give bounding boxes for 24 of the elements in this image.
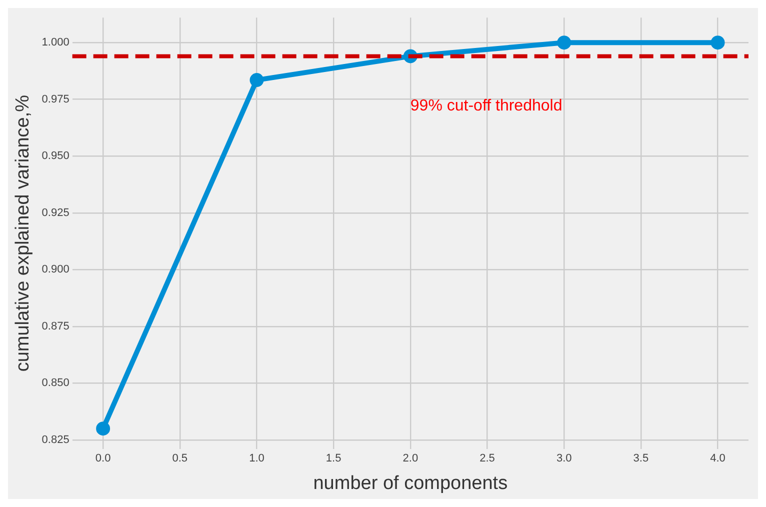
point (557, 36, 572, 50)
x-tick-label: 3.0 (556, 452, 572, 465)
point (710, 36, 725, 50)
ref-line-label: 99% cut-off thredhold (410, 98, 562, 115)
x-tick-label: 0.5 (172, 452, 188, 465)
x-tick-label: 1.5 (326, 452, 342, 465)
x-tick-label: 4.0 (710, 452, 726, 465)
x-tick-label: 3.5 (633, 452, 649, 465)
y-tick-label: 0.875 (42, 320, 70, 332)
y-tick-label: 1.000 (42, 36, 70, 49)
y-tick-label: 0.825 (42, 434, 70, 446)
y-tick-label: 0.900 (42, 264, 70, 276)
x-tick-label: 2.5 (480, 452, 495, 465)
y-tick-label: 0.850 (42, 377, 70, 390)
point (96, 422, 110, 436)
x-tick-label: 2.0 (402, 452, 418, 465)
x-tick-label: 1.0 (249, 452, 264, 465)
point (250, 73, 264, 88)
y-tick-label: 0.925 (42, 206, 70, 219)
x-axis-title: number of components (313, 472, 508, 494)
x-tick-label: 0.0 (95, 452, 111, 465)
y-axis-title: cumulative explained variance,% (12, 94, 34, 372)
y-tick-label: 0.950 (42, 150, 70, 162)
y-tick-label: 0.975 (42, 93, 70, 106)
